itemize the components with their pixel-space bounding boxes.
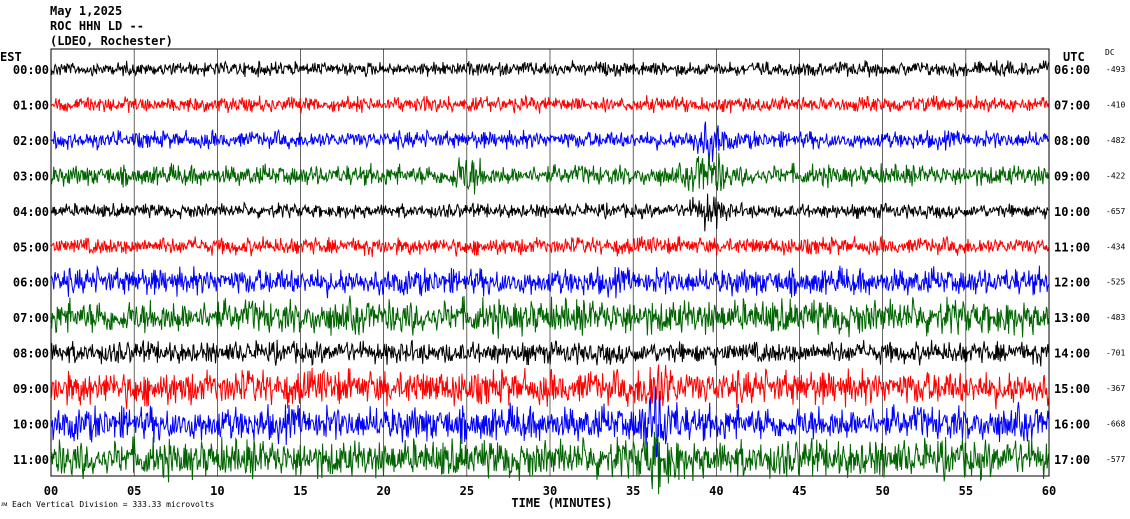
- est-hour-label: 10:00: [13, 418, 49, 432]
- x-tick-label: 45: [792, 484, 806, 498]
- trace-0100: [50, 94, 1049, 114]
- trace-0200: [50, 121, 1049, 167]
- utc-hour-label: 17:00: [1054, 453, 1090, 467]
- utc-hour-label: 15:00: [1054, 382, 1090, 396]
- utc-hour-label: 07:00: [1054, 98, 1090, 112]
- trace-0700: [50, 295, 1049, 339]
- utc-hour-label: 12:00: [1054, 276, 1090, 290]
- dc-offset-label: -434: [1106, 242, 1125, 251]
- trace-0800: [50, 339, 1049, 367]
- est-hour-label: 09:00: [13, 382, 49, 396]
- trace-0500: [50, 235, 1049, 258]
- dc-offset-label: -482: [1106, 136, 1125, 145]
- dc-offset-label: -701: [1106, 349, 1125, 358]
- est-hour-label: 05:00: [13, 240, 49, 254]
- x-tick-label: 15: [293, 484, 307, 498]
- x-tick-label: 20: [376, 484, 390, 498]
- x-tick-label: 30: [543, 484, 557, 498]
- footer-note: Each Vertical Division = 333.33 microvol…: [12, 500, 215, 509]
- est-hour-label: 08:00: [13, 347, 49, 361]
- trace-0400: [50, 193, 1049, 232]
- utc-hour-label: 06:00: [1054, 63, 1090, 77]
- trace-0900: [50, 364, 1049, 413]
- trace-0300: [50, 152, 1049, 195]
- est-hour-label: 02:00: [13, 134, 49, 148]
- x-axis-label: TIME (MINUTES): [511, 496, 612, 510]
- grid: [50, 48, 1050, 477]
- est-hour-label: 07:00: [13, 311, 49, 325]
- x-tick-label: 00: [44, 484, 58, 498]
- x-tick-label: 35: [626, 484, 640, 498]
- dc-offset-label: -410: [1106, 100, 1125, 109]
- dc-column-label: DC: [1105, 48, 1115, 57]
- footer-mark: ᴊᴍ: [1, 500, 8, 508]
- utc-hour-label: 10:00: [1054, 205, 1090, 219]
- x-tick-label: 40: [709, 484, 723, 498]
- x-tick-label: 25: [460, 484, 474, 498]
- dc-offset-label: -577: [1106, 455, 1125, 464]
- utc-hour-label: 13:00: [1054, 311, 1090, 325]
- left-timezone-label: EST: [0, 50, 22, 64]
- station-title: ROC HHN LD --: [50, 19, 144, 33]
- dc-offset-label: -668: [1106, 420, 1125, 429]
- trace-0000: [50, 60, 1049, 78]
- trace-1100: [50, 431, 1049, 495]
- x-tick-label: 50: [875, 484, 889, 498]
- x-tick-label: 10: [210, 484, 224, 498]
- dc-offset-label: -657: [1106, 207, 1125, 216]
- date-title: May 1,2025: [50, 4, 123, 18]
- dc-offset-label: -525: [1106, 278, 1125, 287]
- dc-offset-label: -493: [1106, 65, 1125, 74]
- dc-offset-label: -483: [1106, 313, 1125, 322]
- est-hour-label: 01:00: [13, 98, 49, 112]
- dc-offset-label: -422: [1106, 171, 1125, 180]
- dc-offset-label: -367: [1106, 384, 1125, 393]
- x-tick-label: 60: [1042, 484, 1056, 498]
- utc-hour-label: 14:00: [1054, 347, 1090, 361]
- x-tick-label: 55: [959, 484, 973, 498]
- trace-0600: [50, 264, 1049, 299]
- utc-hour-label: 16:00: [1054, 418, 1090, 432]
- traces: [50, 60, 1049, 495]
- utc-hour-label: 08:00: [1054, 134, 1090, 148]
- network-title: (LDEO, Rochester): [50, 34, 173, 48]
- utc-hour-label: 09:00: [1054, 169, 1090, 183]
- utc-hour-label: 11:00: [1054, 240, 1090, 254]
- x-tick-label: 05: [127, 484, 141, 498]
- est-hour-label: 11:00: [13, 453, 49, 467]
- est-hour-label: 06:00: [13, 276, 49, 290]
- est-hour-label: 04:00: [13, 205, 49, 219]
- right-timezone-label: UTC: [1063, 50, 1085, 64]
- est-hour-label: 00:00: [13, 63, 49, 77]
- est-hour-label: 03:00: [13, 169, 49, 183]
- labels: 00 05 10 15 20 25 30 35 40 45 50 55 60 TIME (MINUTES)…: [13, 63, 1126, 510]
- trace-1000: [50, 387, 1049, 458]
